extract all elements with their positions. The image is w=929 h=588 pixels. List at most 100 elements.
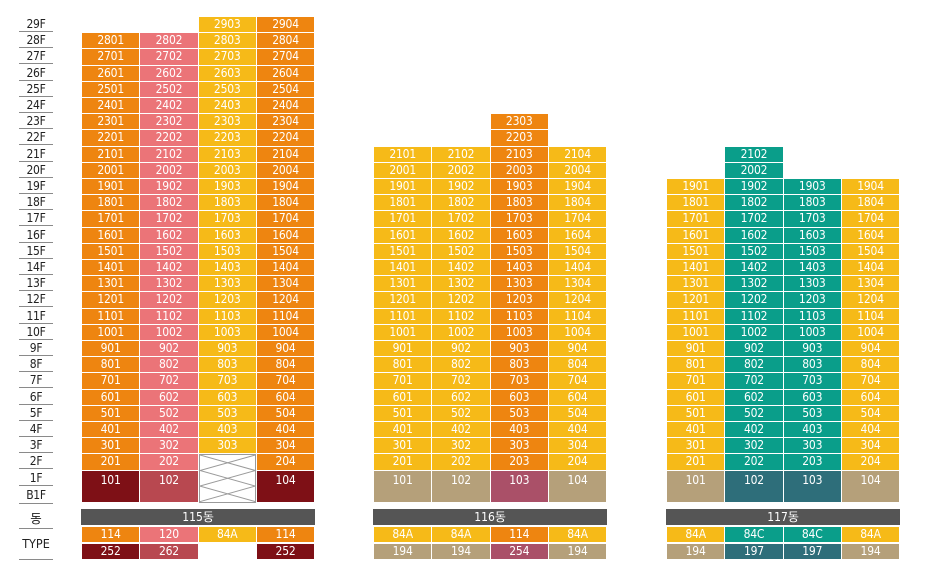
unit-cell[interactable]: 2803 (197, 32, 257, 50)
unit-cell[interactable]: 1903 (197, 178, 257, 196)
unit-cell[interactable]: 1503 (197, 242, 257, 260)
unit-cell[interactable]: 1604 (840, 226, 901, 244)
unit-cell[interactable]: 1501 (373, 242, 433, 260)
unit-cell[interactable]: 2703 (197, 48, 257, 66)
unit-cell[interactable]: 1801 (373, 194, 433, 212)
unit-cell[interactable]: 702 (724, 372, 784, 390)
unit-cell[interactable]: 602 (724, 388, 784, 406)
base-unit-cell[interactable]: 103 (489, 469, 549, 503)
unit-cell[interactable]: 2802 (139, 32, 199, 50)
unit-cell[interactable]: 903 (782, 340, 842, 358)
unit-cell[interactable]: 303 (782, 437, 842, 455)
unit-cell[interactable]: 2404 (255, 97, 316, 115)
unit-cell[interactable]: 1803 (197, 194, 257, 212)
unit-cell[interactable]: 1204 (255, 291, 316, 309)
unit-cell[interactable]: 1701 (373, 210, 433, 228)
unit-cell[interactable]: 1403 (489, 259, 549, 277)
unit-cell[interactable]: 704 (840, 372, 901, 390)
unit-cell[interactable]: 1401 (373, 259, 433, 277)
unit-cell[interactable]: 2401 (81, 97, 141, 115)
unit-cell[interactable]: 2603 (197, 64, 257, 82)
unit-cell[interactable]: 1304 (840, 275, 901, 293)
unit-cell[interactable]: 503 (197, 404, 257, 422)
unit-cell[interactable]: 204 (547, 453, 608, 471)
unit-cell[interactable]: 1503 (782, 242, 842, 260)
unit-cell[interactable]: 204 (255, 453, 316, 471)
unit-cell[interactable]: 1303 (782, 275, 842, 293)
unit-cell[interactable]: 2001 (81, 161, 141, 179)
unit-cell[interactable]: 1502 (431, 242, 491, 260)
unit-cell[interactable]: 2601 (81, 64, 141, 82)
unit-cell[interactable]: 404 (255, 421, 316, 439)
unit-cell[interactable]: 404 (547, 421, 608, 439)
unit-cell[interactable]: 704 (255, 372, 316, 390)
unit-cell[interactable]: 1102 (724, 307, 784, 325)
unit-cell[interactable]: 604 (840, 388, 901, 406)
unit-cell[interactable]: 401 (373, 421, 433, 439)
unit-cell[interactable]: 903 (489, 340, 549, 358)
unit-cell[interactable]: 501 (81, 404, 141, 422)
unit-cell[interactable]: 704 (547, 372, 608, 390)
unit-cell[interactable]: 2002 (139, 161, 199, 179)
unit-cell[interactable]: 1201 (81, 291, 141, 309)
unit-cell[interactable]: 203 (782, 453, 842, 471)
unit-cell[interactable]: 1803 (489, 194, 549, 212)
unit-cell[interactable]: 1901 (666, 178, 726, 196)
unit-cell[interactable]: 703 (782, 372, 842, 390)
unit-cell[interactable]: 802 (431, 356, 491, 374)
unit-cell[interactable]: 1703 (489, 210, 549, 228)
unit-cell[interactable]: 2201 (81, 129, 141, 147)
unit-cell[interactable]: 2903 (197, 16, 257, 34)
unit-cell[interactable]: 303 (489, 437, 549, 455)
unit-cell[interactable]: 801 (666, 356, 726, 374)
unit-cell[interactable]: 1504 (547, 242, 608, 260)
unit-cell[interactable]: 1504 (840, 242, 901, 260)
unit-cell[interactable]: 1402 (139, 259, 199, 277)
unit-cell[interactable]: 1802 (724, 194, 784, 212)
unit-cell[interactable]: 502 (724, 404, 784, 422)
unit-cell[interactable]: 1004 (547, 323, 608, 341)
unit-cell[interactable]: 2701 (81, 48, 141, 66)
unit-cell[interactable]: 1602 (139, 226, 199, 244)
unit-cell[interactable]: 1602 (724, 226, 784, 244)
unit-cell[interactable]: 1202 (431, 291, 491, 309)
unit-cell[interactable]: 903 (197, 340, 257, 358)
unit-cell[interactable]: 2303 (489, 113, 549, 131)
unit-cell[interactable]: 1104 (547, 307, 608, 325)
unit-cell[interactable]: 902 (139, 340, 199, 358)
unit-cell[interactable]: 2104 (255, 145, 316, 163)
unit-cell[interactable]: 1504 (255, 242, 316, 260)
unit-cell[interactable]: 802 (724, 356, 784, 374)
unit-cell[interactable]: 1001 (81, 323, 141, 341)
unit-cell[interactable]: 1703 (197, 210, 257, 228)
unit-cell[interactable]: 804 (255, 356, 316, 374)
unit-cell[interactable]: 1903 (782, 178, 842, 196)
unit-cell[interactable]: 1403 (782, 259, 842, 277)
unit-cell[interactable]: 1401 (666, 259, 726, 277)
unit-cell[interactable]: 1201 (666, 291, 726, 309)
unit-cell[interactable]: 1404 (547, 259, 608, 277)
unit-cell[interactable]: 302 (724, 437, 784, 455)
unit-cell[interactable]: 401 (81, 421, 141, 439)
unit-cell[interactable]: 2002 (724, 161, 784, 179)
base-unit-cell[interactable]: 101 (666, 469, 726, 503)
unit-cell[interactable]: 1302 (724, 275, 784, 293)
unit-cell[interactable]: 2101 (373, 145, 433, 163)
unit-cell[interactable]: 1203 (782, 291, 842, 309)
unit-cell[interactable]: 602 (139, 388, 199, 406)
unit-cell[interactable]: 2101 (81, 145, 141, 163)
unit-cell[interactable]: 2602 (139, 64, 199, 82)
unit-cell[interactable]: 1004 (840, 323, 901, 341)
unit-cell[interactable]: 1304 (255, 275, 316, 293)
unit-cell[interactable]: 1704 (255, 210, 316, 228)
unit-cell[interactable]: 504 (547, 404, 608, 422)
base-unit-cell[interactable]: 104 (255, 469, 316, 503)
unit-cell[interactable]: 1804 (255, 194, 316, 212)
unit-cell[interactable]: 2502 (139, 80, 199, 98)
unit-cell[interactable]: 2604 (255, 64, 316, 82)
unit-cell[interactable]: 402 (431, 421, 491, 439)
unit-cell[interactable]: 1404 (255, 259, 316, 277)
unit-cell[interactable]: 1904 (840, 178, 901, 196)
unit-cell[interactable]: 1701 (666, 210, 726, 228)
unit-cell[interactable]: 304 (840, 437, 901, 455)
